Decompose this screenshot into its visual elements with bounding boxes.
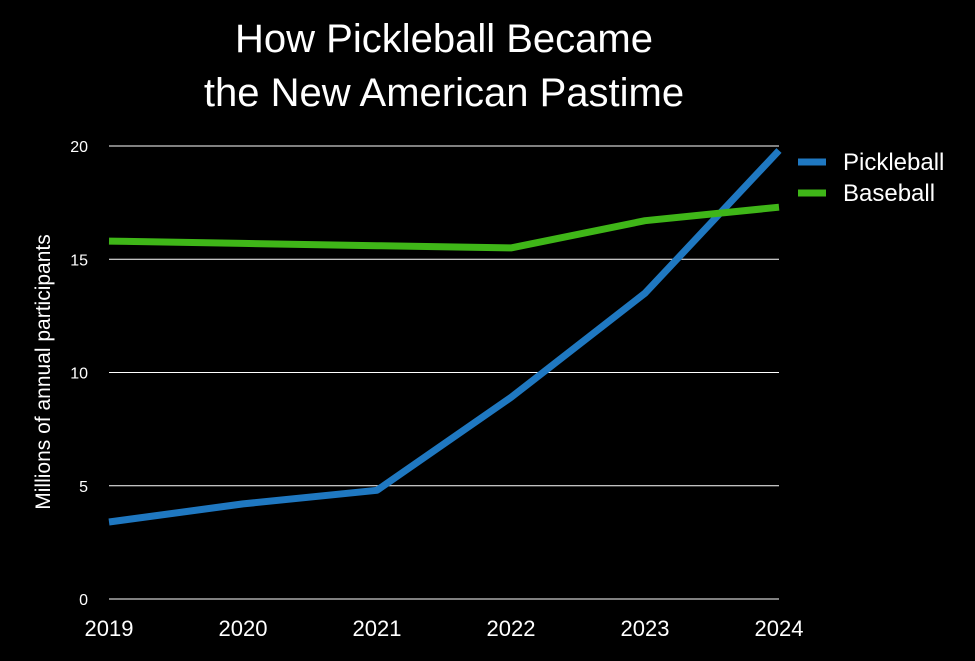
series-line-pickleball <box>108 148 782 526</box>
y-tick-label: 20 <box>70 139 88 156</box>
y-tick-label: 0 <box>79 592 88 609</box>
y-tick-label: 5 <box>79 479 88 496</box>
legend-label-baseball: Baseball <box>843 180 935 207</box>
y-axis-label: Millions of annual participants <box>32 234 55 509</box>
x-tick-label: 2019 <box>85 616 134 641</box>
y-axis-ticks: 0 5 10 15 20 <box>70 139 88 609</box>
series-lines <box>108 148 782 526</box>
x-tick-label: 2024 <box>755 616 804 641</box>
y-tick-label: 15 <box>70 252 88 269</box>
chart-title-line-1: How Pickleball Became <box>235 17 653 61</box>
series-line-baseball <box>108 203 780 252</box>
x-tick-label: 2022 <box>487 616 536 641</box>
legend-label-pickleball: Pickleball <box>843 149 944 176</box>
x-axis-ticks: 2019 2020 2021 2022 2023 2024 <box>85 616 804 641</box>
legend: Pickleball Baseball <box>798 149 944 207</box>
gridlines <box>109 145 779 600</box>
x-tick-label: 2020 <box>219 616 268 641</box>
y-tick-label: 10 <box>70 366 88 383</box>
x-tick-label: 2021 <box>353 616 402 641</box>
x-tick-label: 2023 <box>621 616 670 641</box>
chart-title-line-2: the New American Pastime <box>204 71 684 115</box>
